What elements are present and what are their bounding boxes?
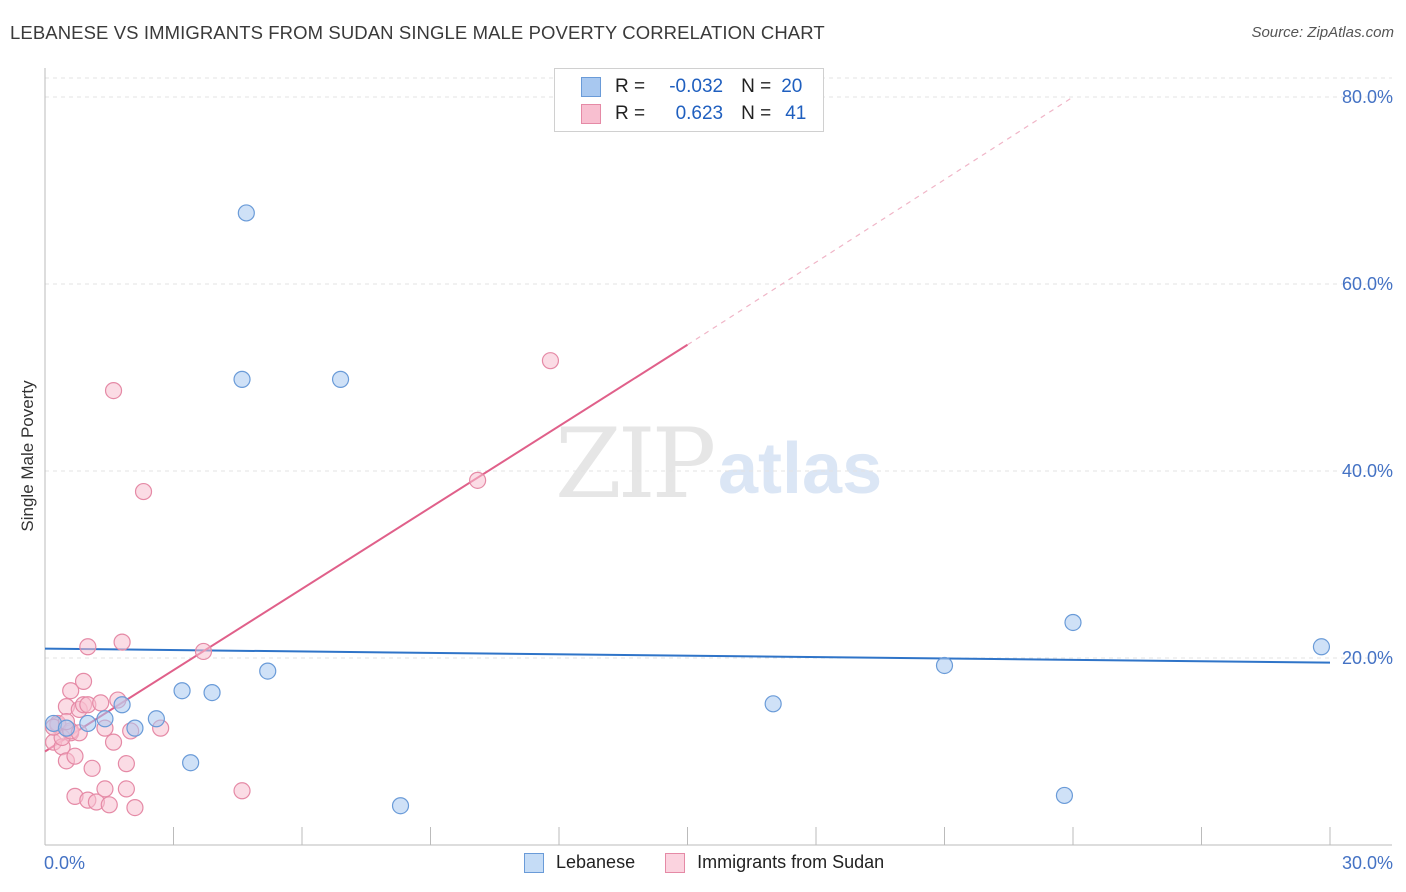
legend-r-label: R = <box>615 76 646 97</box>
legend-n-label: N = <box>741 103 772 124</box>
correlation-legend: R = -0.032 N = 20 R = 0.623 N = 41 <box>554 68 824 132</box>
legend-row-sudan: R = 0.623 N = 41 <box>581 102 806 126</box>
data-point <box>79 714 97 733</box>
data-point <box>233 782 251 800</box>
data-point <box>1055 786 1074 805</box>
trend-line <box>44 647 1331 664</box>
data-points <box>44 204 1331 817</box>
data-point <box>104 381 123 400</box>
data-point <box>147 710 165 728</box>
data-point <box>391 797 410 815</box>
data-point <box>83 759 101 777</box>
grid-lines <box>45 77 1392 659</box>
data-point <box>117 780 135 798</box>
data-point <box>92 694 110 712</box>
data-point <box>1312 638 1331 656</box>
data-point <box>113 633 131 651</box>
data-point <box>182 754 200 772</box>
data-point <box>117 755 135 773</box>
data-point <box>79 638 97 656</box>
axes <box>44 68 1392 846</box>
data-point <box>203 683 221 702</box>
data-point <box>96 780 114 798</box>
legend-swatch-sudan <box>581 104 601 124</box>
y-tick-label: 20.0% <box>1342 648 1393 668</box>
y-tick-label: 40.0% <box>1342 461 1393 481</box>
data-point <box>66 747 84 765</box>
data-point <box>173 682 191 700</box>
series-swatch-lebanese <box>524 852 544 873</box>
series-legend-lebanese: Lebanese <box>524 852 635 873</box>
legend-row-lebanese: R = -0.032 N = 20 <box>581 75 802 99</box>
y-tick-label: 80.0% <box>1342 87 1393 107</box>
legend-r-label: R = <box>615 103 646 124</box>
watermark-atlas: atlas <box>718 429 883 509</box>
legend-n-value: 20 <box>781 76 803 97</box>
legend-r-value: 0.623 <box>675 103 724 124</box>
data-point <box>541 352 560 370</box>
data-point <box>469 471 487 489</box>
data-point <box>233 370 251 388</box>
series-swatch-sudan <box>665 852 686 873</box>
data-point <box>126 719 144 737</box>
data-point <box>194 642 213 661</box>
data-point <box>100 796 118 814</box>
y-tick-label: 60.0% <box>1342 274 1393 294</box>
data-point <box>57 719 76 737</box>
legend-swatch-lebanese <box>581 77 601 97</box>
data-point <box>126 798 144 817</box>
x-tick-label: 0.0% <box>44 853 85 873</box>
tick-labels: 20.0% 40.0% 60.0% 80.0% 0.0% 30.0% <box>44 87 1393 873</box>
trend-lines <box>44 96 1331 753</box>
data-point <box>764 695 782 713</box>
data-point <box>935 656 954 675</box>
data-point <box>62 682 80 700</box>
legend-n-value: 41 <box>785 103 807 124</box>
data-point <box>259 662 277 680</box>
data-point <box>134 482 153 501</box>
trend-line <box>44 343 689 753</box>
source-label: Source: ZipAtlas.com <box>1251 24 1394 41</box>
data-point <box>237 204 255 222</box>
data-point <box>104 733 123 751</box>
legend-r-value: -0.032 <box>669 76 724 97</box>
legend-n-label: N = <box>741 76 772 97</box>
data-point <box>74 672 93 690</box>
data-point <box>1064 613 1082 632</box>
series-legend-sudan: Immigrants from Sudan <box>665 852 884 873</box>
data-point <box>96 710 114 728</box>
data-point <box>331 370 350 388</box>
x-tick-label: 30.0% <box>1342 853 1393 873</box>
data-point <box>113 696 131 714</box>
series-label-lebanese: Lebanese <box>556 852 636 872</box>
chart-title: LEBANESE VS IMMIGRANTS FROM SUDAN SINGLE… <box>10 22 825 43</box>
watermark-zip: ZIP <box>555 408 716 520</box>
series-label-sudan: Immigrants from Sudan <box>697 852 885 872</box>
series-legend: Lebanese Immigrants from Sudan <box>524 852 914 873</box>
trend-line-extension <box>687 96 1074 346</box>
